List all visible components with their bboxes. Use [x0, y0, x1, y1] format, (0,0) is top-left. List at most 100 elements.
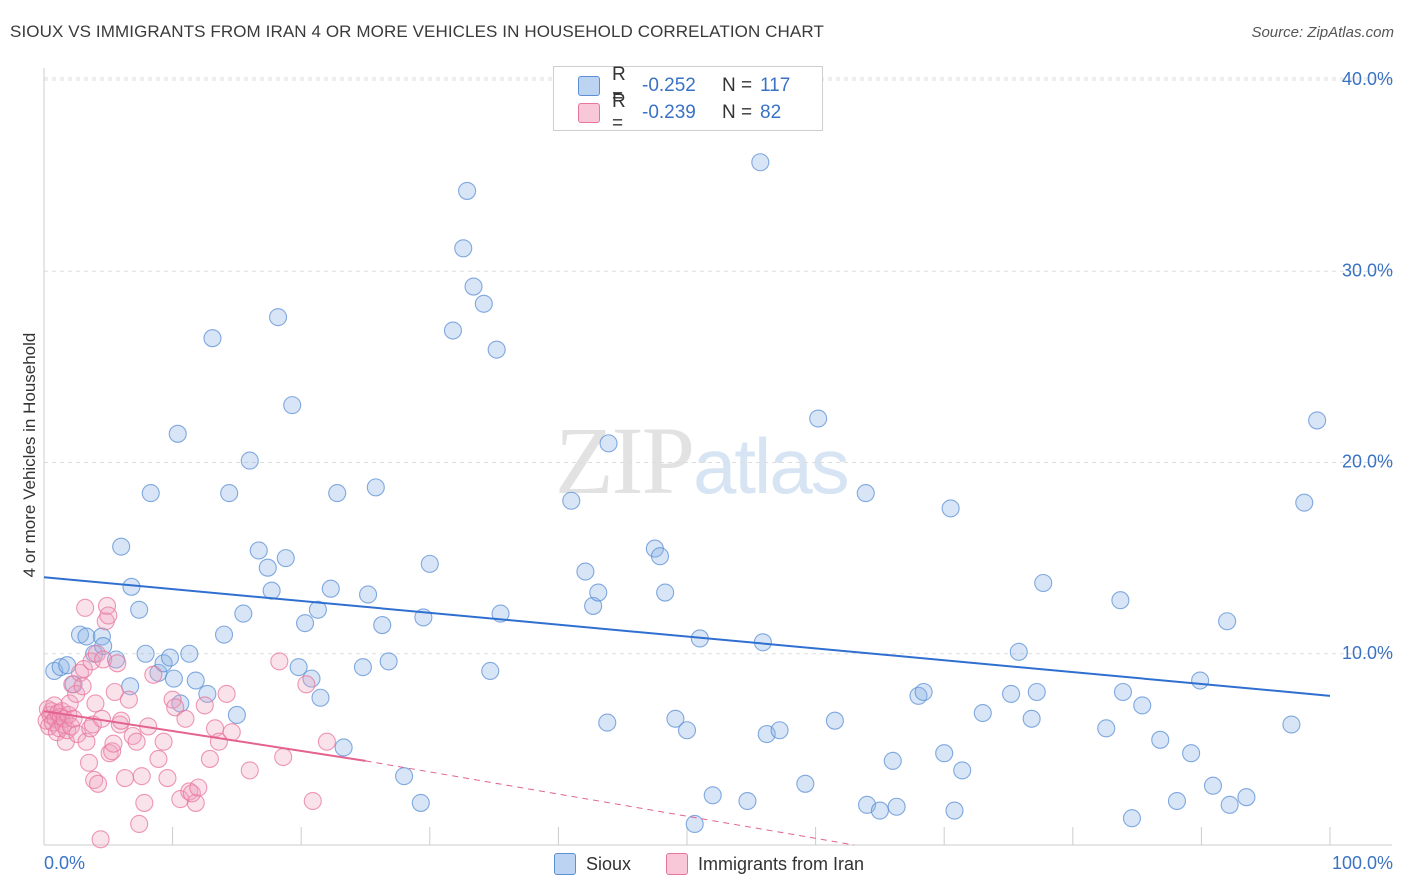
- iran-point: [303, 791, 322, 811]
- iran-point: [166, 698, 185, 717]
- iran-point: [274, 747, 293, 767]
- sioux-point: [112, 537, 131, 556]
- sioux-point: [464, 277, 483, 296]
- sioux-point: [1295, 493, 1314, 512]
- sioux-point: [136, 644, 155, 663]
- sioux-point: [650, 547, 670, 566]
- sioux-point: [589, 583, 608, 602]
- sioux-point: [491, 604, 510, 623]
- iran-point: [195, 696, 214, 715]
- legend-label: Sioux: [586, 853, 632, 874]
- sioux-point: [1009, 642, 1028, 661]
- sioux-point: [1097, 719, 1116, 738]
- sioux-point: [269, 308, 288, 327]
- sioux-point: [359, 585, 378, 604]
- sioux-trend-line: [43, 576, 1331, 697]
- iran-point: [86, 694, 105, 713]
- iran-point: [73, 677, 92, 696]
- sioux-point: [825, 711, 844, 730]
- sioux-point: [373, 616, 392, 635]
- sioux-point: [258, 558, 277, 577]
- n-label: N =: [722, 102, 753, 123]
- iran-point: [154, 732, 173, 751]
- iran-point: [119, 690, 138, 709]
- sioux-point: [302, 669, 321, 688]
- iran-point: [132, 767, 151, 786]
- sioux-point: [160, 648, 180, 667]
- sioux-point: [249, 541, 268, 560]
- y-tick-label: 10.0%: [1342, 643, 1393, 663]
- sioux-point: [584, 596, 603, 615]
- sioux-point: [1203, 776, 1223, 795]
- sioux-point: [203, 329, 222, 348]
- iran-point: [112, 711, 131, 730]
- sioux-point: [458, 181, 477, 200]
- sioux-point: [1034, 573, 1053, 593]
- x-tick-label: 100.0%: [1332, 853, 1393, 873]
- chart-title: SIOUX VS IMMIGRANTS FROM IRAN 4 OR MORE …: [10, 22, 824, 41]
- iran-point: [97, 596, 117, 615]
- sioux-point: [1182, 744, 1201, 763]
- sioux-point: [973, 703, 992, 723]
- sioux-point: [598, 713, 617, 732]
- sioux-point: [945, 801, 964, 820]
- sioux-point: [1002, 684, 1021, 703]
- sioux-point: [321, 579, 340, 598]
- iran-point: [77, 732, 96, 751]
- sioux-point: [70, 625, 90, 644]
- r-value: -0.239: [642, 102, 696, 123]
- sioux-point: [685, 814, 704, 834]
- sioux-swatch: [554, 853, 576, 875]
- sioux-point: [1122, 809, 1142, 828]
- sioux-point: [883, 751, 902, 770]
- sioux-point: [141, 484, 160, 503]
- sioux-point: [308, 600, 327, 619]
- legend-item-sioux[interactable]: Sioux: [554, 852, 631, 876]
- sioux-point: [1220, 795, 1239, 814]
- y-tick-label: 30.0%: [1342, 260, 1393, 280]
- sioux-point: [198, 684, 217, 703]
- sioux-point: [1218, 612, 1237, 631]
- iran-point: [99, 606, 118, 625]
- iran-point: [105, 682, 124, 702]
- sioux-point: [276, 549, 295, 568]
- sioux-point: [234, 604, 253, 623]
- r-label: R =: [612, 64, 626, 107]
- sioux-point: [887, 797, 906, 816]
- sioux-point: [599, 434, 618, 453]
- correlation-legend: R = -0.252 N = 117 R = -0.239 N = 82: [553, 64, 823, 134]
- sioux-point: [751, 153, 770, 172]
- sioux-point: [474, 294, 493, 313]
- iran-point: [176, 709, 195, 728]
- sioux-point: [353, 658, 372, 677]
- n-value: 82: [760, 102, 782, 123]
- sioux-swatch: [578, 76, 600, 96]
- iran-point: [100, 744, 119, 763]
- iran-point: [130, 814, 149, 834]
- sioux-point: [1133, 696, 1152, 715]
- iran-point: [127, 732, 146, 751]
- iran-trend-extension: [365, 760, 855, 846]
- iran-point: [240, 761, 259, 780]
- sioux-point: [334, 738, 353, 757]
- source-label: Source: ZipAtlas.com: [1251, 24, 1394, 41]
- y-tick-label: 40.0%: [1342, 69, 1393, 89]
- sioux-point: [1167, 791, 1187, 811]
- sioux-point: [366, 478, 385, 497]
- iran-point: [76, 598, 95, 617]
- sioux-point: [220, 484, 239, 503]
- sioux-point: [856, 484, 875, 503]
- sioux-point: [941, 499, 960, 518]
- sioux-point: [1111, 591, 1130, 610]
- iran-point: [144, 665, 163, 684]
- sioux-point: [94, 637, 113, 656]
- sioux-point: [168, 424, 187, 443]
- legend-item-iran[interactable]: Immigrants from Iran: [666, 852, 864, 876]
- iran-point: [60, 694, 79, 713]
- sioux-point: [328, 484, 347, 503]
- sioux-point: [666, 709, 685, 728]
- sioux-point: [1282, 715, 1301, 734]
- sioux-point: [262, 581, 281, 600]
- n-value: 117: [760, 75, 791, 96]
